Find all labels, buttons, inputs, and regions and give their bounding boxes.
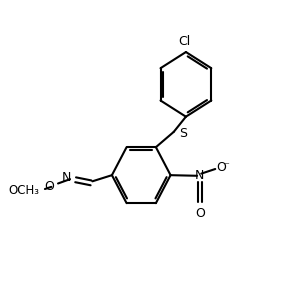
Text: ⁻: ⁻	[223, 161, 229, 171]
Text: Cl: Cl	[178, 35, 191, 48]
Text: O: O	[217, 161, 227, 174]
Text: O: O	[195, 207, 205, 221]
Text: O: O	[44, 180, 54, 193]
Text: N: N	[62, 171, 72, 184]
Text: OCH₃: OCH₃	[8, 184, 39, 197]
Text: N: N	[195, 169, 205, 182]
Text: S: S	[179, 127, 187, 140]
